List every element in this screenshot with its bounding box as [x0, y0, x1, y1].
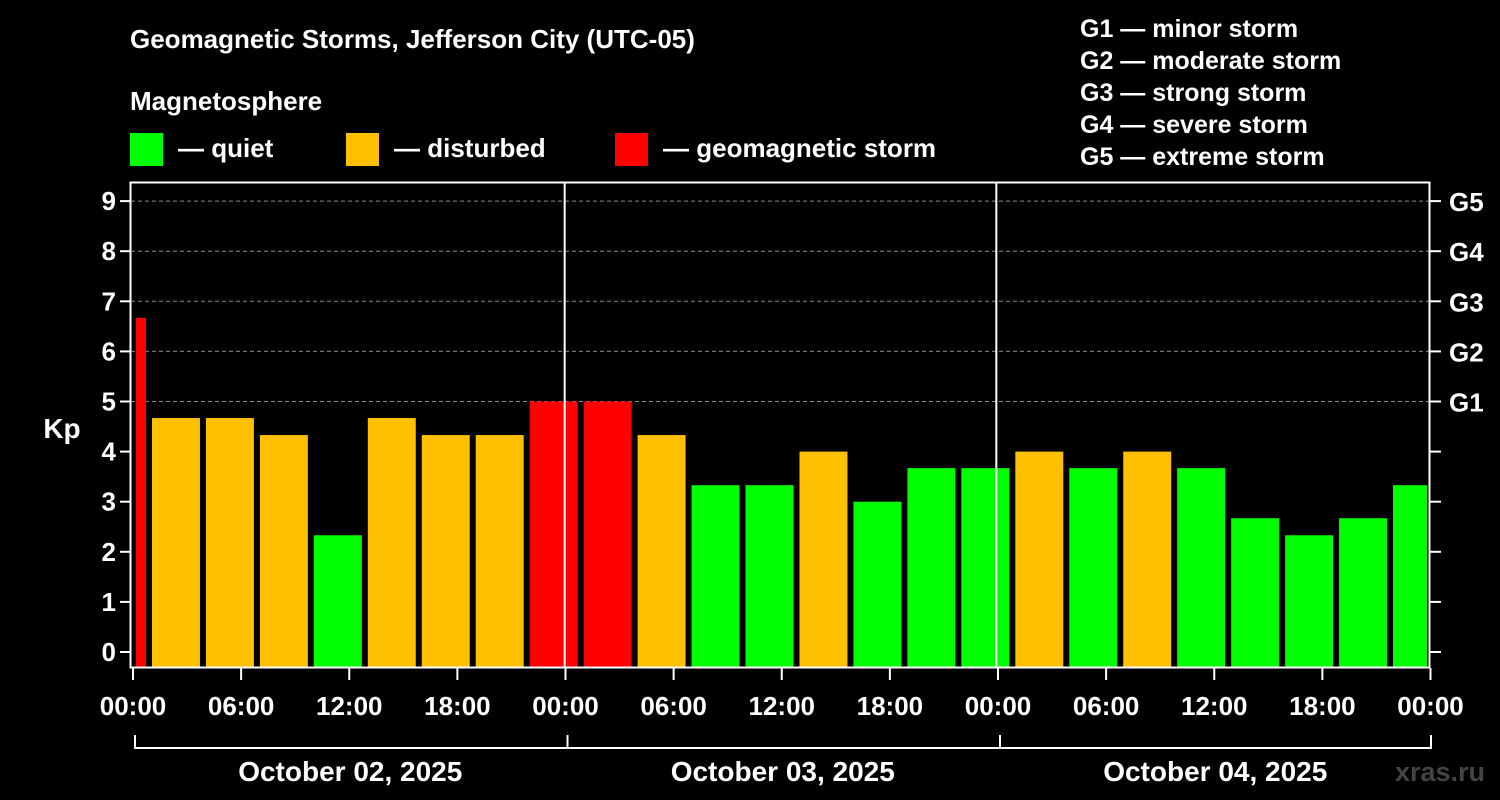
kp-bar	[136, 317, 146, 667]
x-tick-label: 18:00	[1289, 691, 1356, 721]
y-tick-label: 8	[102, 236, 116, 266]
watermark: xras.ru	[1395, 757, 1485, 787]
kp-bar	[421, 435, 470, 667]
day-dividers	[563, 182, 998, 668]
x-tick-label: 12:00	[749, 691, 816, 721]
x-tick-label: 12:00	[1181, 691, 1248, 721]
storm-scale-list: G1 — minor storm G2 — moderate storm G3 — …	[1080, 15, 1341, 171]
storm-level-label: G4	[1449, 237, 1484, 267]
y-tick-label: 5	[102, 387, 116, 417]
bars	[136, 317, 1427, 667]
kp-bar	[151, 418, 200, 667]
storm-scale-item: G2 — moderate storm	[1080, 47, 1341, 75]
legend-label: — quiet	[178, 133, 274, 163]
date-label: October 04, 2025	[1103, 756, 1327, 787]
x-tick-label: 00:00	[100, 691, 167, 721]
x-tick-label: 12:00	[316, 691, 383, 721]
x-tick-label: 00:00	[1397, 691, 1464, 721]
kp-bar	[529, 401, 578, 667]
chart-title: Geomagnetic Storms, Jefferson City (UTC-…	[130, 24, 695, 54]
kp-bar	[961, 468, 1010, 667]
kp-bar	[1339, 518, 1388, 667]
date-label: October 03, 2025	[671, 756, 895, 787]
legend-label: — disturbed	[394, 133, 546, 163]
y-tick-label: 1	[102, 587, 116, 617]
x-tick-label: 06:00	[640, 691, 707, 721]
x-axis: 00:00 06:00 12:00 18:00 00:00 06:00 12:00 18:00…	[100, 668, 1464, 721]
storm-level-label: G5	[1449, 187, 1484, 217]
kp-bar	[1285, 535, 1334, 667]
y-tick-label: 4	[102, 437, 117, 467]
legend: — quiet — disturbed — geomagnetic storm	[130, 133, 936, 166]
kp-bar	[853, 501, 902, 667]
kp-bar	[259, 435, 308, 667]
y-tick-label: 6	[102, 336, 116, 366]
kp-bar	[205, 418, 254, 667]
date-labels: October 02, 2025 October 03, 2025 October …	[134, 735, 1432, 787]
legend-label: — geomagnetic storm	[663, 133, 936, 163]
kp-bar	[1177, 468, 1226, 667]
x-tick-label: 00:00	[965, 691, 1032, 721]
storm-level-axis: G1 G2 G3 G4 G5	[1429, 187, 1484, 653]
legend-swatch	[346, 133, 379, 166]
y-axis: 0 1 2 3 4 5 6 7 8 9	[102, 186, 131, 667]
storm-level-label: G1	[1449, 388, 1484, 418]
kp-bar	[1015, 451, 1064, 667]
legend-swatch	[130, 133, 163, 166]
kp-bar	[583, 401, 632, 667]
kp-bar	[313, 535, 362, 667]
y-axis-label: Kp	[43, 413, 80, 444]
storm-level-label: G3	[1449, 287, 1484, 317]
kp-bar	[745, 485, 794, 667]
legend-swatch	[615, 133, 648, 166]
plot-frame	[129, 181, 1431, 669]
storm-scale-item: G1 — minor storm	[1080, 15, 1298, 43]
kp-bar	[637, 435, 686, 667]
storm-scale-item: G5 — extreme storm	[1080, 143, 1325, 171]
y-tick-label: 2	[102, 537, 116, 567]
kp-bar	[367, 418, 416, 667]
y-tick-label: 0	[102, 637, 116, 667]
kp-bar	[1069, 468, 1118, 667]
x-tick-label: 18:00	[857, 691, 924, 721]
chart-subtitle: Magnetosphere	[130, 86, 322, 116]
storm-scale-item: G4 — severe storm	[1080, 111, 1308, 139]
kp-bar	[1393, 485, 1427, 667]
kp-bar	[475, 435, 524, 667]
storm-level-label: G2	[1449, 337, 1484, 367]
y-tick-label: 7	[102, 286, 116, 316]
kp-bar	[1123, 451, 1172, 667]
x-tick-label: 06:00	[208, 691, 275, 721]
x-tick-label: 18:00	[424, 691, 491, 721]
grid	[131, 200, 1429, 402]
x-tick-label: 06:00	[1073, 691, 1140, 721]
storm-scale-item: G3 — strong storm	[1080, 79, 1306, 107]
kp-bar	[1231, 518, 1280, 667]
y-tick-label: 9	[102, 186, 116, 216]
date-label: October 02, 2025	[238, 756, 462, 787]
kp-bar	[691, 485, 740, 667]
y-tick-label: 3	[102, 487, 116, 517]
kp-bar	[799, 451, 848, 667]
x-tick-label: 00:00	[532, 691, 599, 721]
kp-bar	[907, 468, 956, 667]
